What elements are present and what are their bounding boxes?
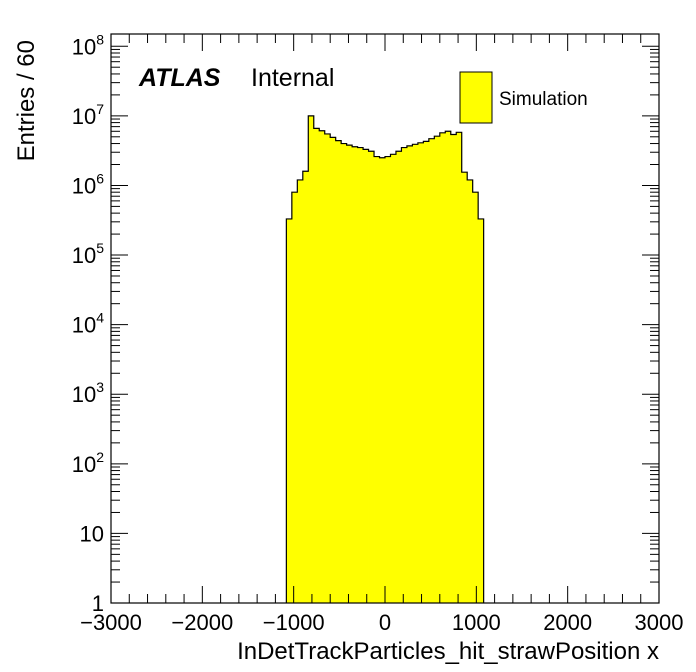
- x-tick-label: −2000: [171, 610, 233, 635]
- y-tick-exponent: 3: [96, 379, 104, 395]
- y-tick-label: 10: [80, 521, 104, 546]
- histogram-bar: [412, 144, 419, 603]
- histogram-bar: [401, 147, 408, 604]
- histogram-bar: [352, 146, 358, 604]
- y-tick-base: 10: [80, 521, 104, 546]
- histogram-bar: [330, 137, 337, 603]
- histogram-bar: [324, 133, 331, 604]
- histogram-bar: [291, 192, 298, 603]
- histogram-bar: [395, 151, 402, 603]
- legend-label-simulation: Simulation: [499, 89, 588, 110]
- axis-ticks: [110, 34, 660, 604]
- y-tick-label: 108: [72, 31, 104, 59]
- histogram-bar: [423, 141, 430, 603]
- histogram-bar: [456, 132, 463, 603]
- y-tick-label: 105: [72, 240, 104, 268]
- y-tick-label: 1: [92, 591, 104, 616]
- histogram-bar: [357, 147, 364, 604]
- y-tick-exponent: 4: [96, 310, 104, 326]
- y-tick-label: 106: [72, 170, 104, 198]
- x-tick-labels: −3000 −2000 −1000 0 1000 2000 3000: [80, 610, 683, 635]
- y-tick-base: 10: [72, 313, 96, 338]
- histogram-bar: [461, 172, 468, 603]
- y-tick-label: 107: [72, 101, 104, 129]
- atlas-label: ATLAS: [138, 64, 221, 92]
- histogram-bar: [368, 151, 375, 603]
- histogram-bar: [379, 157, 386, 603]
- histogram-bar: [319, 130, 326, 603]
- y-tick-label: 104: [72, 310, 104, 338]
- y-tick-label: 102: [72, 449, 104, 477]
- x-tick-label: 3000: [635, 610, 684, 635]
- histogram-bar: [478, 218, 485, 603]
- histogram-bar: [341, 143, 348, 603]
- histogram-bar: [286, 218, 293, 603]
- y-tick-exponent: 5: [96, 240, 104, 256]
- histogram-bar: [385, 156, 391, 603]
- histogram-bar: [363, 149, 369, 604]
- legend: Simulation: [459, 71, 588, 124]
- x-tick-label: 1000: [452, 610, 501, 635]
- histogram-bar: [302, 171, 309, 603]
- histogram-bar: [450, 134, 457, 603]
- y-tick-exponent: 2: [96, 449, 104, 465]
- y-tick-exponent: 7: [96, 101, 104, 117]
- y-tick-label: 103: [72, 379, 104, 407]
- histogram-bar: [297, 179, 304, 603]
- x-tick-label: −3000: [80, 610, 142, 635]
- y-tick-base: 10: [72, 452, 96, 477]
- internal-label: Internal: [251, 64, 334, 92]
- histogram-bar: [428, 138, 435, 603]
- x-axis-title: InDetTrackParticles_hit_strawPosition x: [237, 638, 659, 665]
- histogram-bar: [467, 179, 474, 603]
- histogram-outline: [285, 115, 485, 603]
- histogram-bar: [374, 156, 380, 603]
- y-tick-base: 10: [72, 243, 96, 268]
- y-tick-base: 10: [72, 382, 96, 407]
- histogram-bar: [439, 132, 446, 603]
- legend-swatch: [459, 71, 493, 124]
- histogram-bar: [390, 154, 397, 604]
- histogram-bar: [472, 192, 479, 603]
- histogram-bar: [434, 136, 441, 603]
- histogram-bar: [313, 128, 320, 603]
- y-axis-title: Entries / 60: [13, 40, 40, 161]
- histogram-bar: [417, 142, 424, 603]
- histogram-bar: [445, 131, 452, 604]
- x-tick-label: −1000: [263, 610, 325, 635]
- y-tick-exponent: 8: [96, 31, 104, 47]
- y-tick-base: 10: [72, 173, 96, 198]
- y-tick-exponent: 6: [96, 170, 104, 186]
- histogram-bar: [335, 140, 342, 603]
- histogram-bar: [346, 145, 353, 603]
- x-tick-label: 2000: [543, 610, 592, 635]
- histogram-bars: [286, 115, 485, 604]
- histogram-bar: [406, 145, 413, 603]
- y-tick-base: 10: [72, 34, 96, 59]
- y-tick-base: 1: [92, 591, 104, 616]
- y-tick-base: 10: [72, 104, 96, 129]
- x-tick-label: 0: [379, 610, 391, 635]
- histogram-bar: [308, 115, 315, 603]
